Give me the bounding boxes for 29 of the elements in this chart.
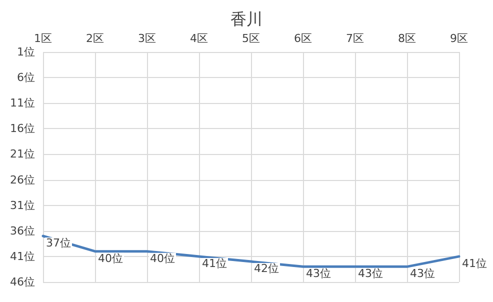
x-tick-label: 5区	[242, 32, 260, 45]
data-label: 42位	[254, 262, 279, 276]
y-tick-label: 31位	[10, 198, 35, 212]
y-tick-label: 21位	[10, 148, 35, 161]
x-tick-label: 7区	[346, 32, 364, 45]
y-tick-label: 46位	[10, 276, 35, 288]
data-label: 40位	[150, 252, 175, 265]
y-tick-label: 1位	[17, 46, 35, 58]
y-tick-label: 16位	[10, 122, 35, 136]
chart-title: 香川	[230, 10, 262, 28]
data-label: 41位	[202, 256, 227, 270]
data-label: 37位	[46, 236, 71, 250]
y-tick-label: 26位	[10, 173, 35, 186]
data-label: 41位	[462, 256, 487, 270]
y-tick-label: 6位	[17, 71, 35, 84]
data-label: 43位	[306, 267, 331, 280]
x-tick-label: 9区	[450, 32, 468, 45]
y-tick-label: 41位	[10, 250, 35, 263]
x-tick-label: 1区	[34, 32, 52, 45]
x-tick-label: 2区	[86, 32, 104, 45]
data-label: 40位	[98, 252, 123, 265]
x-tick-label: 6区	[294, 32, 312, 45]
data-label: 43位	[410, 267, 435, 280]
y-tick-label: 36位	[10, 224, 35, 238]
x-tick-label: 4区	[190, 32, 208, 45]
x-tick-label: 8区	[398, 32, 416, 45]
x-tick-label: 3区	[138, 32, 156, 45]
y-tick-label: 11位	[10, 96, 35, 110]
data-label: 43位	[358, 267, 383, 280]
